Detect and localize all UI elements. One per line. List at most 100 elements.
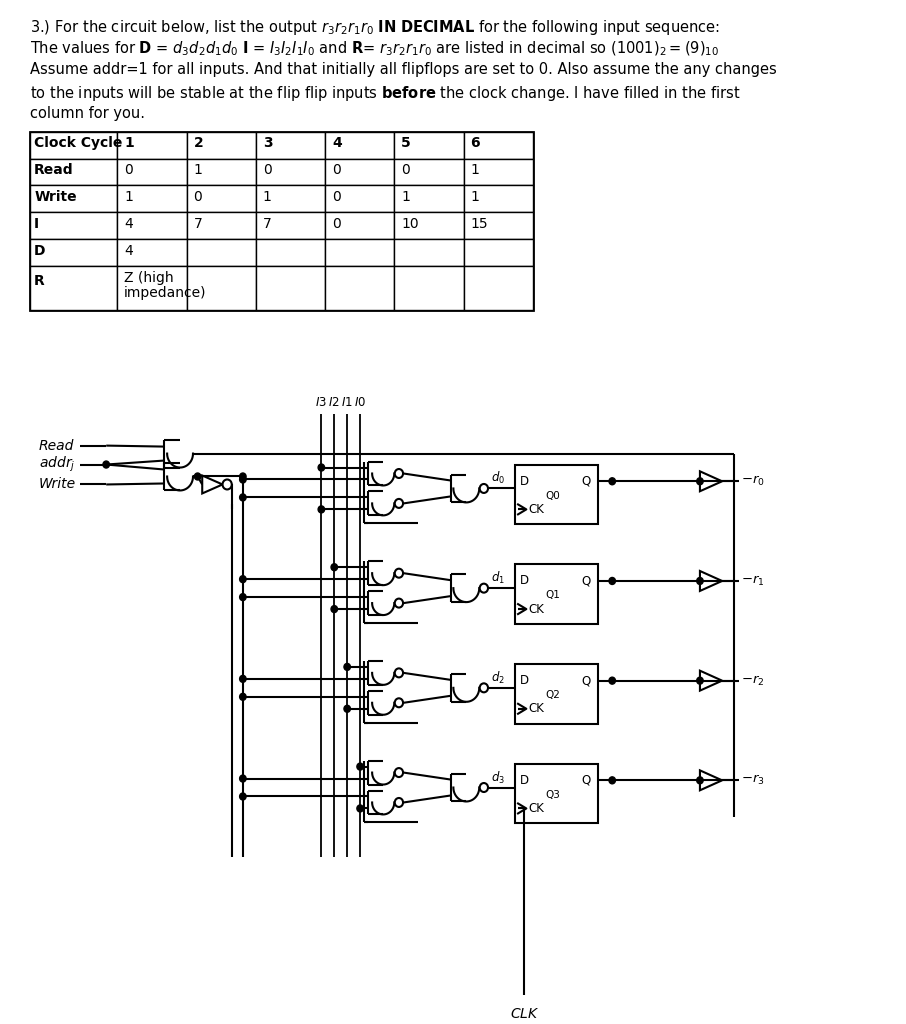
Circle shape xyxy=(395,499,403,508)
Circle shape xyxy=(239,775,246,782)
Circle shape xyxy=(609,478,615,484)
Bar xyxy=(187,240,255,266)
Text: Q1: Q1 xyxy=(545,590,560,600)
Bar xyxy=(325,240,394,266)
Text: to the inputs will be stable at the flip flip inputs $\mathbf{before}$ the clock: to the inputs will be stable at the flip… xyxy=(30,84,740,102)
Text: 0: 0 xyxy=(332,217,341,231)
Text: 4: 4 xyxy=(124,244,133,258)
Text: Z (high: Z (high xyxy=(124,271,174,286)
Circle shape xyxy=(609,578,615,585)
Circle shape xyxy=(239,494,246,501)
Text: CK: CK xyxy=(528,702,545,716)
Bar xyxy=(30,212,117,240)
Bar xyxy=(464,212,533,240)
Text: $-r_1$: $-r_1$ xyxy=(740,573,764,588)
Bar xyxy=(394,240,464,266)
Text: D: D xyxy=(520,774,529,786)
Bar xyxy=(30,185,117,212)
Circle shape xyxy=(239,575,246,583)
Text: 4: 4 xyxy=(124,217,133,231)
Bar xyxy=(325,132,394,159)
Text: Q0: Q0 xyxy=(545,490,560,501)
Text: CK: CK xyxy=(528,802,545,815)
Bar xyxy=(117,132,187,159)
Circle shape xyxy=(318,506,324,513)
Text: D: D xyxy=(34,244,45,258)
Text: 0: 0 xyxy=(194,190,202,204)
Bar xyxy=(464,159,533,185)
Bar xyxy=(117,266,187,310)
Circle shape xyxy=(239,693,246,700)
Bar xyxy=(464,240,533,266)
Bar xyxy=(464,132,533,159)
Text: $CLK$: $CLK$ xyxy=(510,1007,539,1021)
Bar xyxy=(30,240,117,266)
Bar xyxy=(30,159,117,185)
Circle shape xyxy=(697,478,703,484)
Circle shape xyxy=(609,677,615,684)
Bar xyxy=(394,132,464,159)
Text: 0: 0 xyxy=(401,164,410,177)
Bar xyxy=(255,185,325,212)
Text: Write: Write xyxy=(39,477,76,492)
Bar xyxy=(394,212,464,240)
Text: I: I xyxy=(34,217,39,231)
Circle shape xyxy=(479,484,488,493)
Bar xyxy=(325,185,394,212)
Bar xyxy=(255,266,325,310)
Bar xyxy=(325,159,394,185)
Bar xyxy=(187,185,255,212)
Bar xyxy=(516,465,598,524)
Circle shape xyxy=(479,683,488,692)
Text: D: D xyxy=(520,475,529,487)
Bar xyxy=(464,185,533,212)
Text: $I3$: $I3$ xyxy=(315,395,327,409)
Text: 1: 1 xyxy=(194,164,202,177)
Text: 1: 1 xyxy=(124,136,134,151)
Bar xyxy=(30,266,117,310)
Circle shape xyxy=(195,473,201,480)
Bar xyxy=(394,266,464,310)
Text: $d_0$: $d_0$ xyxy=(491,470,506,486)
Bar xyxy=(30,132,117,159)
Circle shape xyxy=(479,783,488,792)
Text: The values for $\mathbf{D}$ = $d_3d_2d_1d_0$ $\mathbf{I}$ = $I_3I_2I_1I_0$ and $: The values for $\mathbf{D}$ = $d_3d_2d_1… xyxy=(30,40,718,58)
Circle shape xyxy=(357,805,363,812)
Text: 3: 3 xyxy=(263,136,273,151)
Text: 1: 1 xyxy=(470,164,479,177)
Text: Q2: Q2 xyxy=(545,690,560,700)
Circle shape xyxy=(239,476,246,483)
Text: CK: CK xyxy=(528,602,545,615)
Text: 0: 0 xyxy=(332,190,341,204)
Bar xyxy=(394,185,464,212)
Circle shape xyxy=(697,578,703,585)
Text: 6: 6 xyxy=(470,136,480,151)
Text: Q: Q xyxy=(582,574,591,588)
Text: $d_3$: $d_3$ xyxy=(491,769,506,785)
Bar xyxy=(187,132,255,159)
Circle shape xyxy=(395,568,403,578)
Circle shape xyxy=(395,798,403,807)
Circle shape xyxy=(609,777,615,783)
Bar xyxy=(117,212,187,240)
Bar xyxy=(117,159,187,185)
Bar xyxy=(325,212,394,240)
Circle shape xyxy=(239,676,246,682)
Text: $addr_j$: $addr_j$ xyxy=(39,455,75,474)
Text: 1: 1 xyxy=(401,190,410,204)
Circle shape xyxy=(344,664,351,671)
Text: D: D xyxy=(520,574,529,588)
Circle shape xyxy=(331,605,338,612)
Text: Q: Q xyxy=(582,774,591,786)
Bar xyxy=(117,240,187,266)
Bar xyxy=(394,159,464,185)
Text: 2: 2 xyxy=(194,136,203,151)
Text: 1: 1 xyxy=(470,190,479,204)
Text: 1: 1 xyxy=(124,190,133,204)
Text: $I1$: $I1$ xyxy=(342,395,353,409)
Circle shape xyxy=(357,763,363,770)
Bar xyxy=(255,212,325,240)
Circle shape xyxy=(331,564,338,570)
Text: 0: 0 xyxy=(124,164,133,177)
Text: 4: 4 xyxy=(332,136,342,151)
